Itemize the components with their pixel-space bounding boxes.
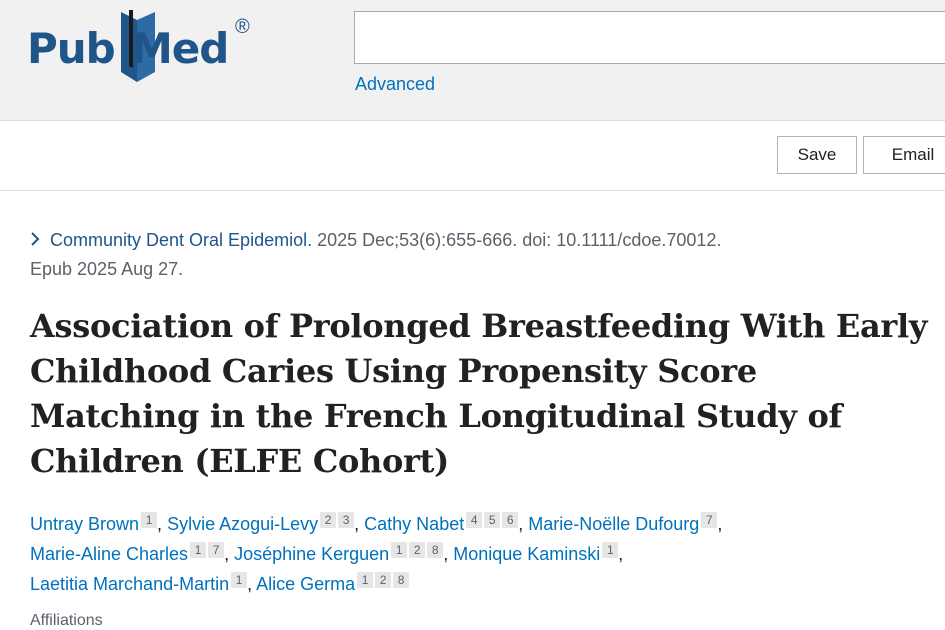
author-link[interactable]: Alice Germa — [256, 574, 356, 594]
citation-details: 2025 Dec;53(6):655-666. doi: 10.1111/cdo… — [312, 230, 722, 250]
author-item: Laetitia Marchand-Martin 1 — [30, 572, 248, 594]
author-item: Sylvie Azogui-Levy 2 3 — [167, 512, 355, 534]
author-item: Untray Brown 1 — [30, 512, 158, 534]
author-item: Joséphine Kerguen 1 2 8 — [234, 542, 444, 564]
site-header: Pub Med ® Advanced — [0, 0, 945, 121]
registered-mark: ® — [235, 16, 250, 38]
affiliation-badge[interactable]: 4 — [466, 512, 483, 528]
author-item: Marie-Aline Charles 1 7 — [30, 542, 225, 564]
book-icon — [121, 10, 155, 82]
authors-list: Untray Brown 1, Sylvie Azogui-Levy 2 3, Cat… — [30, 512, 723, 594]
email-button[interactable]: Email — [863, 136, 945, 174]
pubmed-logo[interactable]: Pub Med ® — [27, 8, 267, 88]
affiliations-toggle[interactable]: Affiliations — [30, 612, 103, 629]
save-button[interactable]: Save — [777, 136, 857, 174]
affiliation-badge[interactable]: 8 — [427, 542, 444, 558]
affiliation-badge[interactable]: 1 — [141, 512, 158, 528]
affiliation-badge[interactable]: 7 — [701, 512, 718, 528]
search-input[interactable] — [354, 11, 945, 64]
affiliation-badge[interactable]: 1 — [190, 542, 207, 558]
author-link[interactable]: Untray Brown — [30, 514, 140, 534]
author-link[interactable]: Laetitia Marchand-Martin — [30, 574, 230, 594]
author-item: Cathy Nabet 4 5 6 — [364, 512, 519, 534]
affiliation-badge[interactable]: 1 — [602, 542, 619, 558]
affiliation-badge[interactable]: 3 — [338, 512, 355, 528]
author-item: Marie-Noëlle Dufourg 7 — [528, 512, 718, 534]
affiliation-badge[interactable]: 1 — [357, 572, 374, 588]
affiliation-badge[interactable]: 7 — [208, 542, 225, 558]
advanced-search-link[interactable]: Advanced — [355, 74, 436, 94]
affiliation-badge[interactable]: 8 — [393, 572, 410, 588]
affiliation-badge[interactable]: 1 — [391, 542, 408, 558]
affiliation-badge[interactable]: 2 — [375, 572, 392, 588]
author-link[interactable]: Marie-Aline Charles — [30, 544, 189, 564]
epub-date: Epub 2025 Aug 27. — [30, 259, 184, 279]
logo-text-med: Med — [131, 24, 229, 73]
author-link[interactable]: Marie-Noëlle Dufourg — [528, 514, 700, 534]
author-link[interactable]: Joséphine Kerguen — [234, 544, 390, 564]
logo-text-pub: Pub — [27, 24, 116, 73]
affiliation-badge[interactable]: 2 — [320, 512, 337, 528]
action-toolbar: Save Email — [0, 121, 945, 191]
journal-link[interactable]: Community Dent Oral Epidemiol. — [50, 230, 313, 250]
author-item: Monique Kaminski 1 — [453, 542, 619, 564]
author-link[interactable]: Monique Kaminski — [453, 544, 601, 564]
affiliation-badge[interactable]: 5 — [484, 512, 501, 528]
chevron-right-icon[interactable] — [30, 226, 44, 255]
affiliation-badge[interactable]: 6 — [502, 512, 519, 528]
affiliation-badge[interactable]: 2 — [409, 542, 426, 558]
article-title: Association of Prolonged Breastfeeding W… — [30, 307, 928, 480]
author-item: Alice Germa 1 2 8 — [256, 572, 410, 594]
author-link[interactable]: Cathy Nabet — [364, 514, 465, 534]
affiliation-badge[interactable]: 1 — [231, 572, 248, 588]
citation: Community Dent Oral Epidemiol. 2025 Dec;… — [30, 226, 930, 284]
author-link[interactable]: Sylvie Azogui-Levy — [167, 514, 319, 534]
